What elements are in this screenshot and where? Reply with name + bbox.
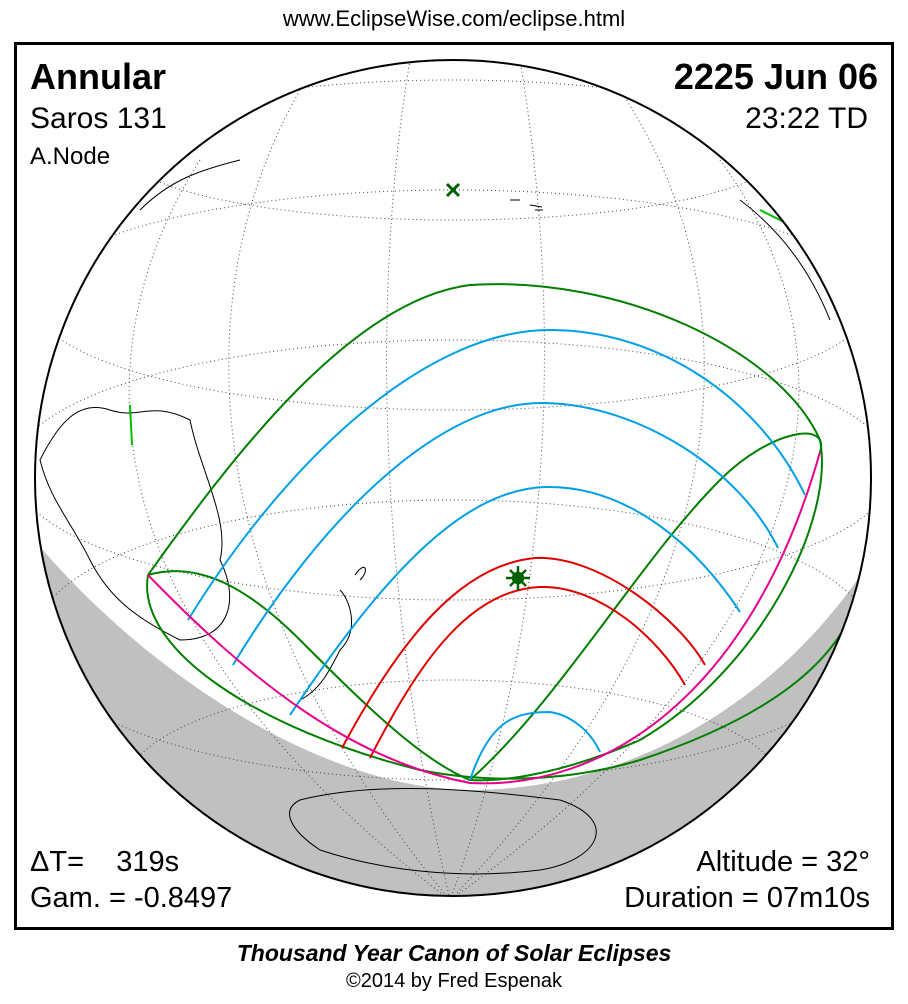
gamma: Gam. = -0.8497 [30, 882, 233, 914]
eclipse-time: 23:22 TD [745, 102, 868, 135]
eclipse-curves [146, 283, 866, 785]
altitude: Altitude = 32° [696, 846, 870, 878]
magnitude-curve [469, 710, 601, 781]
eclipse-type: Annular [30, 56, 167, 97]
map-frame [14, 42, 894, 930]
canon-title: Thousand Year Canon of Solar Eclipses [236, 940, 672, 966]
penumbra-northern-limit [147, 283, 823, 782]
central-path-south [369, 585, 686, 759]
penumbra-rise-set [147, 432, 823, 782]
source-url: www.EclipseWise.com/eclipse.html [282, 6, 626, 31]
saros-number: Saros 131 [30, 102, 167, 135]
delta-t: ΔT= 319s [30, 846, 180, 878]
x-icon [445, 182, 461, 198]
duration: Duration = 07m10s [624, 882, 870, 914]
night-region [35, 535, 871, 896]
node: A.Node [30, 143, 111, 170]
central-path-north [341, 556, 706, 749]
rise-set-limit [147, 451, 821, 785]
magnitude-curve [289, 485, 741, 716]
star-icon [506, 566, 530, 590]
penumbra-southern-limit [146, 559, 866, 780]
globe-outline [34, 59, 872, 897]
magnitude-curve [187, 328, 806, 621]
magnitude-curve [232, 401, 779, 666]
copyright: ©2014 by Fred Espenak [346, 970, 562, 992]
eclipse-date: 2225 Jun 06 [673, 56, 878, 97]
